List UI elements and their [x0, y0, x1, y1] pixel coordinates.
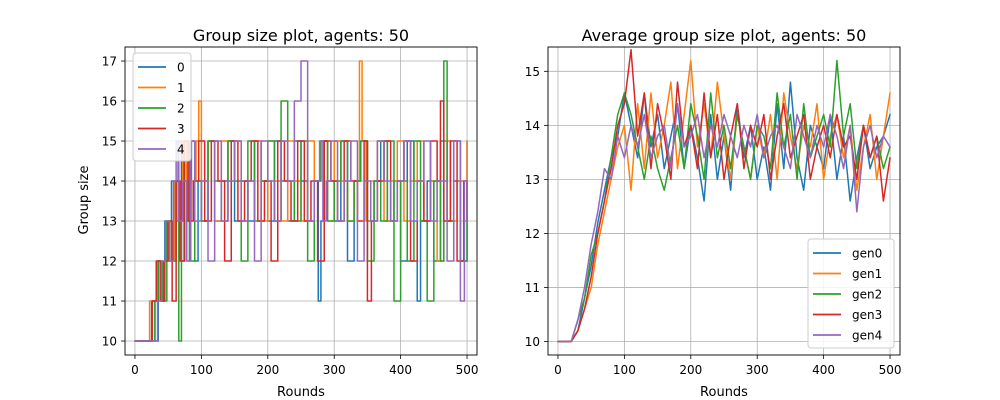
- legend-label-gen3: gen3: [852, 308, 882, 322]
- x-tick-label: 0: [131, 363, 139, 377]
- x-tick-label: 400: [389, 363, 412, 377]
- legend-box: [132, 52, 192, 162]
- y-tick-label: 11: [102, 295, 117, 309]
- y-tick-label: 17: [102, 55, 117, 69]
- legend-label-gen2: gen2: [852, 288, 882, 302]
- y-tick-label: 10: [525, 335, 540, 349]
- group-size-plot-title: Group size plot, agents: 50: [193, 26, 409, 45]
- x-tick-label: 400: [812, 363, 835, 377]
- group-size-plot-ylabel: Group size: [77, 166, 92, 235]
- y-tick-label: 14: [102, 175, 117, 189]
- legend-label-0: 0: [177, 61, 185, 75]
- y-tick-label: 13: [102, 215, 117, 229]
- legend-box: [807, 238, 895, 349]
- legend-label-2: 2: [177, 102, 185, 116]
- legend-label-gen4: gen4: [852, 329, 882, 343]
- x-tick-label: 0: [554, 363, 562, 377]
- y-tick-label: 16: [102, 95, 117, 109]
- legend-label-1: 1: [177, 81, 185, 95]
- group-size-plot: Group size plot, agents: 50 Rounds Group…: [77, 26, 478, 400]
- legend: gen0 gen1 gen2 gen3 gen4: [807, 238, 895, 349]
- series-group: [557, 48, 891, 343]
- x-tick-label: 300: [746, 363, 769, 377]
- plot-frame: [124, 46, 478, 356]
- y-tick-label: 15: [102, 135, 117, 149]
- series-line-gen4: [557, 102, 891, 343]
- x-tick-label: 200: [256, 363, 279, 377]
- series-line-gen2: [557, 59, 891, 343]
- y-tick-label: 14: [525, 119, 540, 133]
- x-tick-label: 100: [613, 363, 636, 377]
- legend-label-gen0: gen0: [852, 247, 882, 261]
- legend-label-3: 3: [177, 122, 185, 136]
- y-tick-label: 13: [525, 173, 540, 187]
- series-group: [134, 60, 468, 342]
- y-tick-label: 11: [525, 281, 540, 295]
- plot-frame: [547, 46, 901, 356]
- average-group-size-plot-xlabel: Rounds: [700, 385, 748, 400]
- x-tick-label: 300: [323, 363, 346, 377]
- x-tick-label: 500: [456, 363, 479, 377]
- average-group-size-plot-title: Average group size plot, agents: 50: [582, 26, 867, 45]
- legend-label-gen1: gen1: [852, 267, 882, 281]
- y-tick-label: 12: [102, 255, 117, 269]
- average-group-size-plot: Average group size plot, agents: 50 Roun…: [525, 26, 902, 400]
- group-size-plot-xlabel: Rounds: [277, 385, 325, 400]
- series-line-4: [134, 60, 468, 342]
- x-tick-label: 500: [879, 363, 902, 377]
- y-tick-label: 15: [525, 65, 540, 79]
- y-tick-label: 12: [525, 227, 540, 241]
- x-tick-label: 100: [190, 363, 213, 377]
- y-tick-label: 10: [102, 335, 117, 349]
- x-tick-label: 200: [679, 363, 702, 377]
- legend-label-4: 4: [177, 143, 185, 157]
- legend: 0 1 2 3 4: [132, 52, 192, 162]
